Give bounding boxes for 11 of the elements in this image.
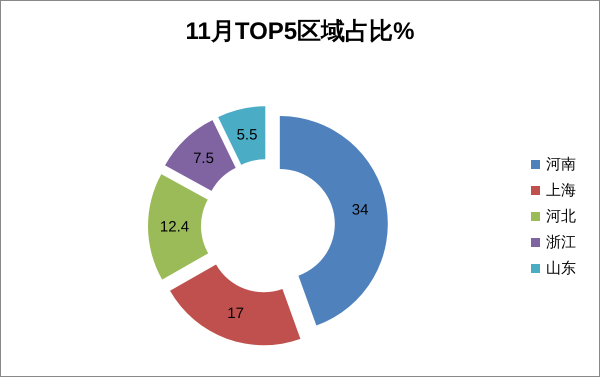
- data-label: 5.5: [236, 126, 258, 144]
- legend-label: 河南: [546, 154, 576, 174]
- data-label: 7.5: [193, 150, 214, 167]
- data-label: 12.4: [160, 218, 190, 236]
- chart-title: 11月TOP5区域占比%: [184, 17, 416, 47]
- data-label: 34: [352, 201, 368, 218]
- legend-label: 浙江: [546, 232, 576, 252]
- legend-label: 山东: [546, 258, 576, 278]
- data-label: 17: [227, 305, 244, 322]
- legend-label: 河北: [546, 206, 576, 226]
- legend-label: 上海: [546, 180, 576, 200]
